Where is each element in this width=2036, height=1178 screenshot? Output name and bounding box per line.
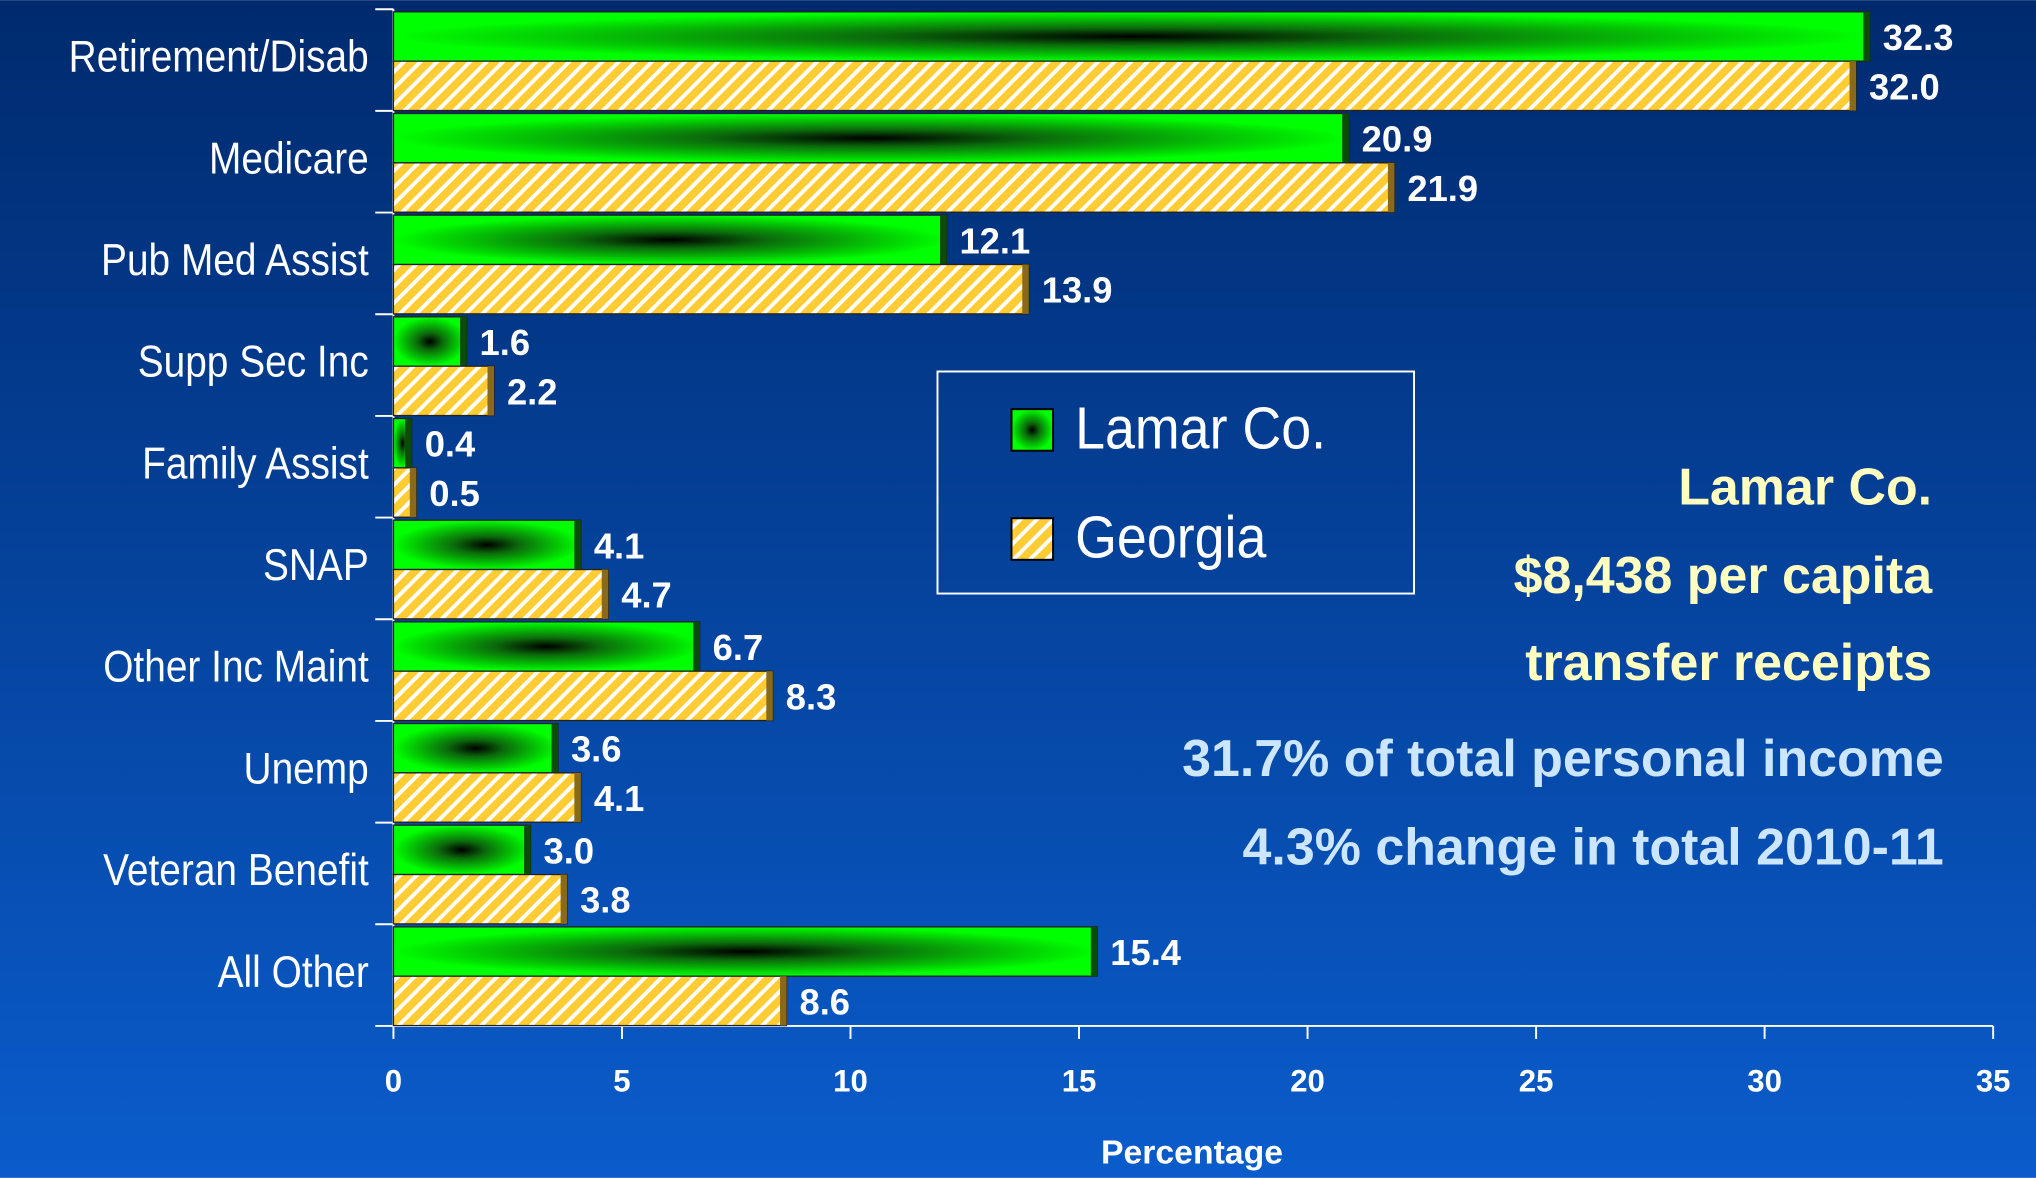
bar-edge [574,520,581,570]
data-label: 3.6 [571,729,622,770]
bar-edge [574,772,581,823]
bar-edge [1342,113,1349,163]
data-label: 32.0 [1869,66,1940,107]
y-tick-label: All Other [218,946,369,996]
bar [392,772,582,823]
bar-edge [487,366,494,416]
bar [392,112,1350,164]
y-tick-label: Supp Sec Inc [138,336,369,386]
data-label: 13.9 [1042,270,1113,311]
bar-edge [939,215,947,265]
bar [392,975,788,1027]
bar [392,670,774,722]
bar-edge [560,874,568,924]
data-label: 4.1 [594,778,645,819]
data-label: 12.1 [959,220,1030,261]
x-tick-label: 20 [1290,1063,1325,1098]
bar-edge [1022,264,1029,314]
bar [392,162,1396,213]
bar [392,214,948,266]
bar [392,722,559,774]
bar-edge [1387,162,1395,213]
legend-label: Lamar Co. [1075,396,1326,462]
legend-label: Georgia [1075,505,1267,571]
bar-edge [1863,11,1870,62]
data-label: 8.6 [799,981,850,1022]
data-label: 4.1 [594,525,645,566]
bar-edge [693,621,700,672]
bar [392,824,532,876]
data-label: 0.4 [425,424,476,465]
bar-edge [601,569,609,619]
y-tick-label: Pub Med Assist [101,235,369,285]
x-tick-label: 25 [1519,1063,1554,1098]
bar-edge [1849,61,1857,111]
bar [392,621,701,672]
annotation: 4.3% change in total 2010-11 [1243,818,1944,876]
annotation: Lamar Co. [1678,459,1932,517]
y-tick-label: SNAP [263,540,369,590]
data-label: 1.6 [480,322,531,363]
bar [392,519,582,571]
legend: Lamar Co. Georgia [936,370,1416,595]
x-axis-label: Percentage [1101,1133,1283,1171]
bar [392,11,1871,62]
bar-edge [405,418,412,468]
bar-edge [780,976,787,1026]
data-label: 15.4 [1110,932,1182,973]
bar-edge [1090,926,1098,977]
data-label: 0.5 [429,473,480,514]
x-tick-label: 15 [1062,1063,1097,1098]
bar [392,926,1098,977]
bar-edge [766,671,773,721]
legend-swatch [1010,517,1055,561]
bar-edge [460,316,467,367]
y-tick-label: Retirement/Disab [69,31,369,81]
annotation: 31.7% of total personal income [1182,730,1944,788]
bar [392,365,495,417]
x-tick-label: 5 [613,1063,630,1098]
x-tick-label: 35 [1976,1063,2011,1098]
y-tick-label: Other Inc Maint [103,641,369,691]
data-label: 6.7 [713,627,764,668]
data-label: 3.0 [544,830,595,871]
data-label: 8.3 [786,676,837,717]
annotation: $8,438 per capita [1514,547,1934,605]
y-tick-label: Family Assist [142,438,369,488]
annotation: transfer receipts [1525,634,1932,692]
data-label: 32.3 [1883,17,1954,58]
bar [392,873,568,925]
legend-box [936,370,1416,595]
bar [392,60,1857,112]
bar-edge [551,723,558,773]
data-label: 20.9 [1362,119,1433,160]
bar [392,316,468,367]
x-tick-label: 30 [1747,1063,1782,1098]
x-tick-label: 10 [833,1063,868,1098]
data-label: 4.7 [621,575,672,616]
bar [392,263,1030,315]
x-tick-label: 0 [385,1063,402,1098]
bar [392,568,609,620]
bar-edge [524,825,531,875]
data-label: 21.9 [1407,168,1478,209]
y-tick-label: Medicare [209,133,369,183]
y-tick-label: Veteran Benefit [103,845,369,895]
y-tick-label: Unemp [244,743,369,793]
data-label: 3.8 [580,880,631,921]
data-label: 2.2 [507,371,558,412]
legend-swatch [1010,408,1055,452]
bar-edge [409,467,417,518]
